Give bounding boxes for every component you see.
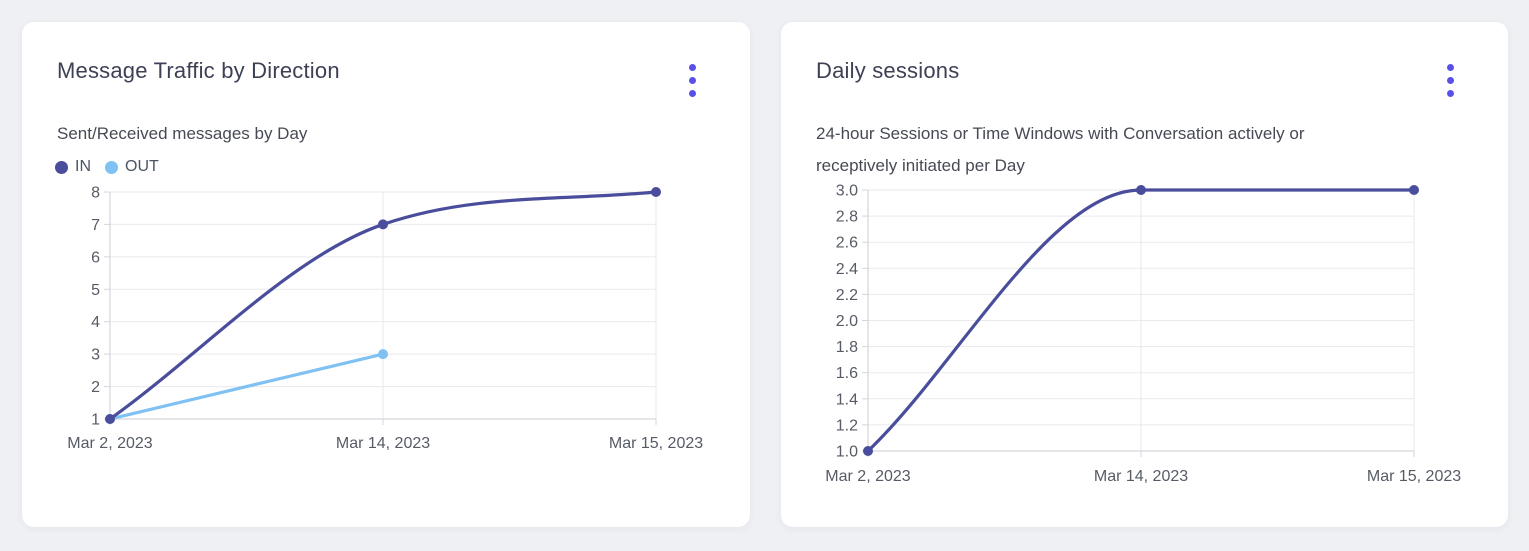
svg-text:1.2: 1.2: [836, 417, 858, 434]
card-title: Daily sessions: [816, 58, 960, 83]
legend-item-in[interactable]: IN: [55, 158, 91, 176]
svg-text:6: 6: [91, 249, 100, 266]
svg-text:1.0: 1.0: [836, 444, 858, 461]
svg-text:Mar 15, 2023: Mar 15, 2023: [1367, 468, 1461, 485]
svg-text:8: 8: [91, 185, 100, 202]
legend-label: OUT: [125, 158, 159, 175]
svg-text:Mar 2, 2023: Mar 2, 2023: [67, 435, 152, 452]
message-traffic-card: Message Traffic by Direction Sent/Receiv…: [22, 22, 750, 527]
legend-dot-out: [105, 160, 118, 174]
kebab-dot: [689, 64, 696, 71]
svg-text:2.0: 2.0: [836, 313, 858, 330]
svg-text:2.6: 2.6: [836, 235, 858, 252]
svg-text:1: 1: [91, 412, 100, 429]
svg-text:3: 3: [91, 347, 100, 364]
kebab-dot: [689, 90, 696, 97]
legend-label: IN: [75, 158, 91, 175]
legend-item-out[interactable]: OUT: [105, 158, 159, 176]
svg-text:Mar 14, 2023: Mar 14, 2023: [1094, 468, 1188, 485]
svg-text:7: 7: [91, 217, 100, 234]
card-subtitle: Sent/Received messages by Day: [57, 124, 308, 143]
kebab-menu-icon[interactable]: [679, 58, 706, 103]
svg-text:5: 5: [91, 282, 100, 299]
svg-text:2.4: 2.4: [836, 261, 858, 278]
svg-text:1.6: 1.6: [836, 365, 858, 382]
kebab-dot: [689, 77, 696, 84]
svg-text:Mar 14, 2023: Mar 14, 2023: [336, 435, 430, 452]
svg-text:Mar 15, 2023: Mar 15, 2023: [609, 435, 703, 452]
svg-text:1.8: 1.8: [836, 339, 858, 356]
kebab-dot: [1447, 64, 1454, 71]
svg-text:1.4: 1.4: [836, 391, 858, 408]
message-traffic-chart: 1 2 3 4 5 6 7 8 Mar 2, 2023 Mar 14, 2023 Mar 15, 2…: [67, 185, 703, 453]
svg-text:2: 2: [91, 379, 100, 396]
card-title: Message Traffic by Direction: [57, 58, 340, 83]
kebab-dot: [1447, 77, 1454, 84]
chart-legend: IN OUT: [55, 158, 159, 176]
kebab-menu-icon[interactable]: [1437, 58, 1464, 103]
daily-sessions-chart: 1.0 1.2 1.4 1.6 1.8 2.0 2.2 2.4 2.6 2.8 3.0 Mar 2, …: [825, 183, 1461, 486]
svg-text:2.2: 2.2: [836, 287, 858, 304]
svg-text:4: 4: [91, 314, 100, 331]
daily-sessions-card: Daily sessions 24-hour Sessions or Time …: [781, 22, 1508, 527]
svg-text:2.8: 2.8: [836, 209, 858, 226]
svg-text:3.0: 3.0: [836, 183, 858, 200]
legend-dot-in: [55, 160, 68, 174]
kebab-dot: [1447, 90, 1454, 97]
svg-text:Mar 2, 2023: Mar 2, 2023: [825, 468, 910, 485]
card-subtitle: 24-hour Sessions or Time Windows with Co…: [816, 124, 1305, 175]
